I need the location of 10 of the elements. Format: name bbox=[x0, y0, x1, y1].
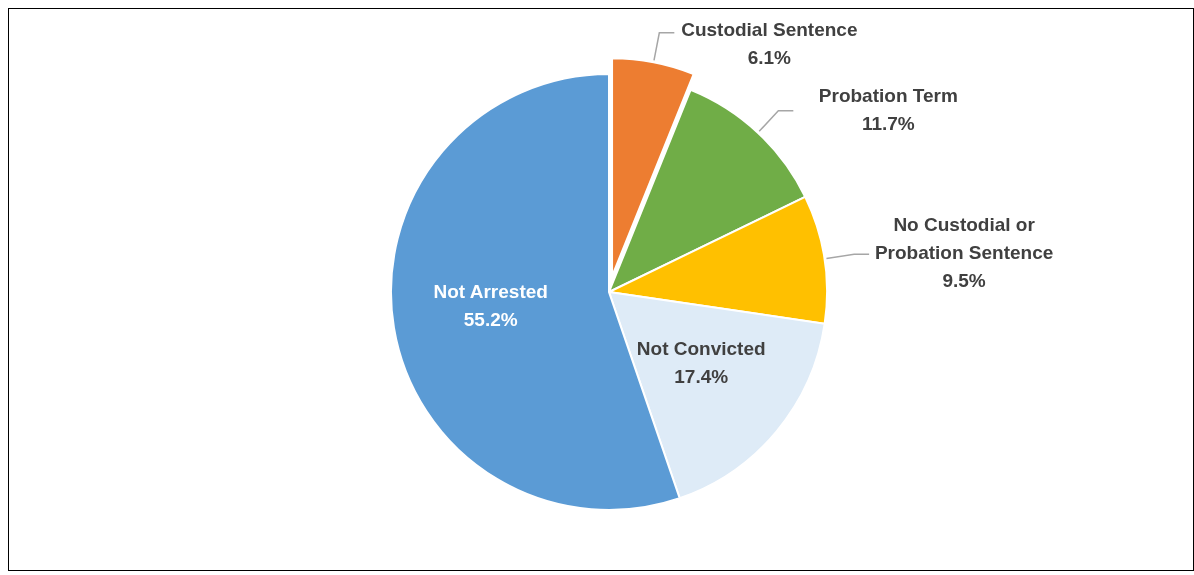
slice-label: No Custodial or Probation Sentence bbox=[874, 214, 1054, 264]
slice-label: Not Arrested bbox=[433, 280, 548, 302]
data-label: 9.5% bbox=[942, 270, 986, 292]
slice-label: Probation Term bbox=[818, 84, 958, 106]
data-label: 55.2% bbox=[463, 308, 518, 330]
data-label: 11.7% bbox=[861, 112, 915, 134]
slice-label: Custodial Sentence bbox=[681, 19, 858, 41]
data-label: 6.1% bbox=[747, 47, 792, 69]
data-label: 17.4% bbox=[674, 365, 729, 387]
slice-label: Not Convicted bbox=[636, 337, 766, 359]
